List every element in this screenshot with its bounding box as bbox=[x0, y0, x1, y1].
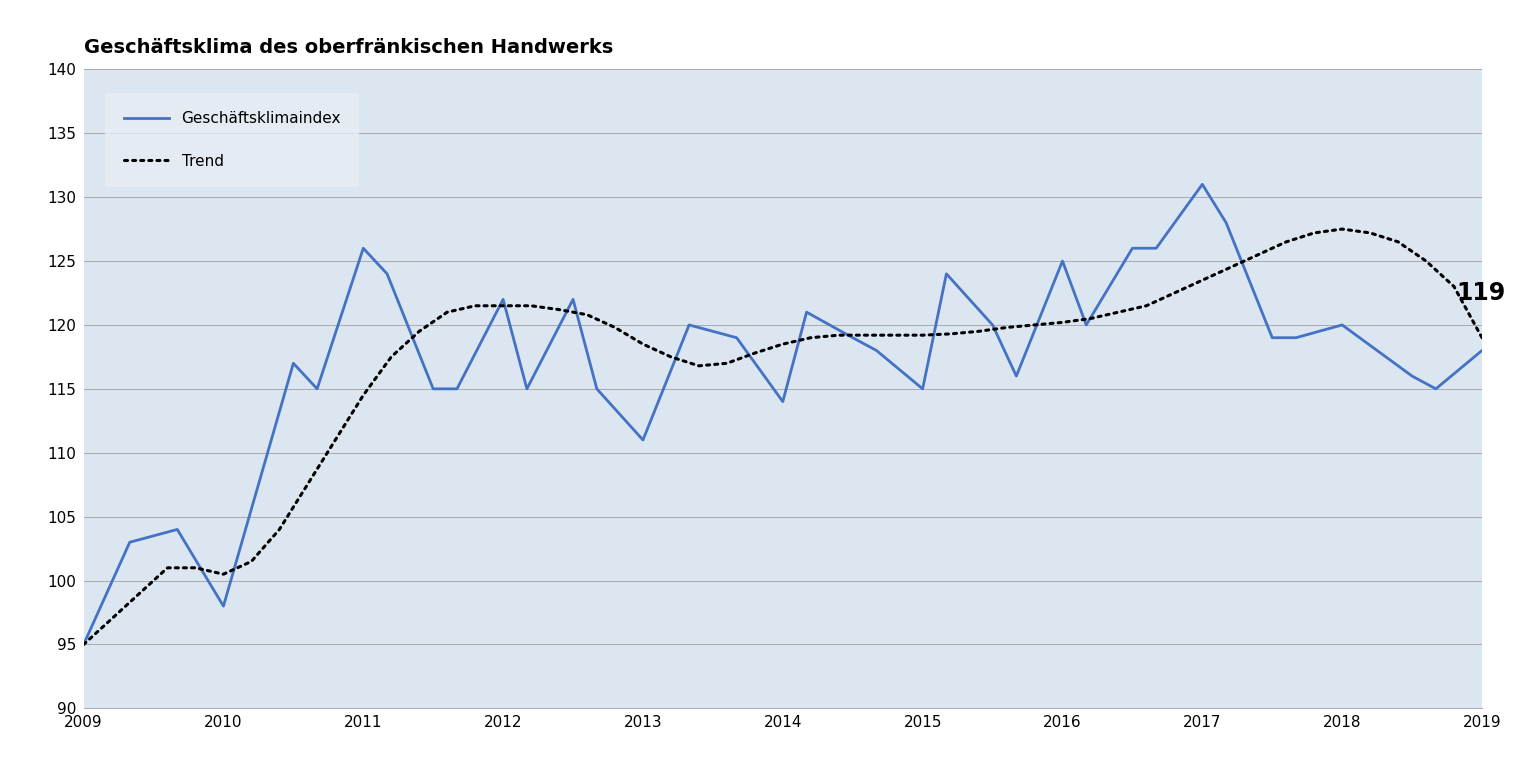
Legend: Geschäftsklimaindex, Trend: Geschäftsklimaindex, Trend bbox=[105, 93, 359, 187]
Text: Geschäftsklima des oberfränkischen Handwerks: Geschäftsklima des oberfränkischen Handw… bbox=[84, 38, 613, 57]
Text: 119: 119 bbox=[1456, 281, 1506, 305]
